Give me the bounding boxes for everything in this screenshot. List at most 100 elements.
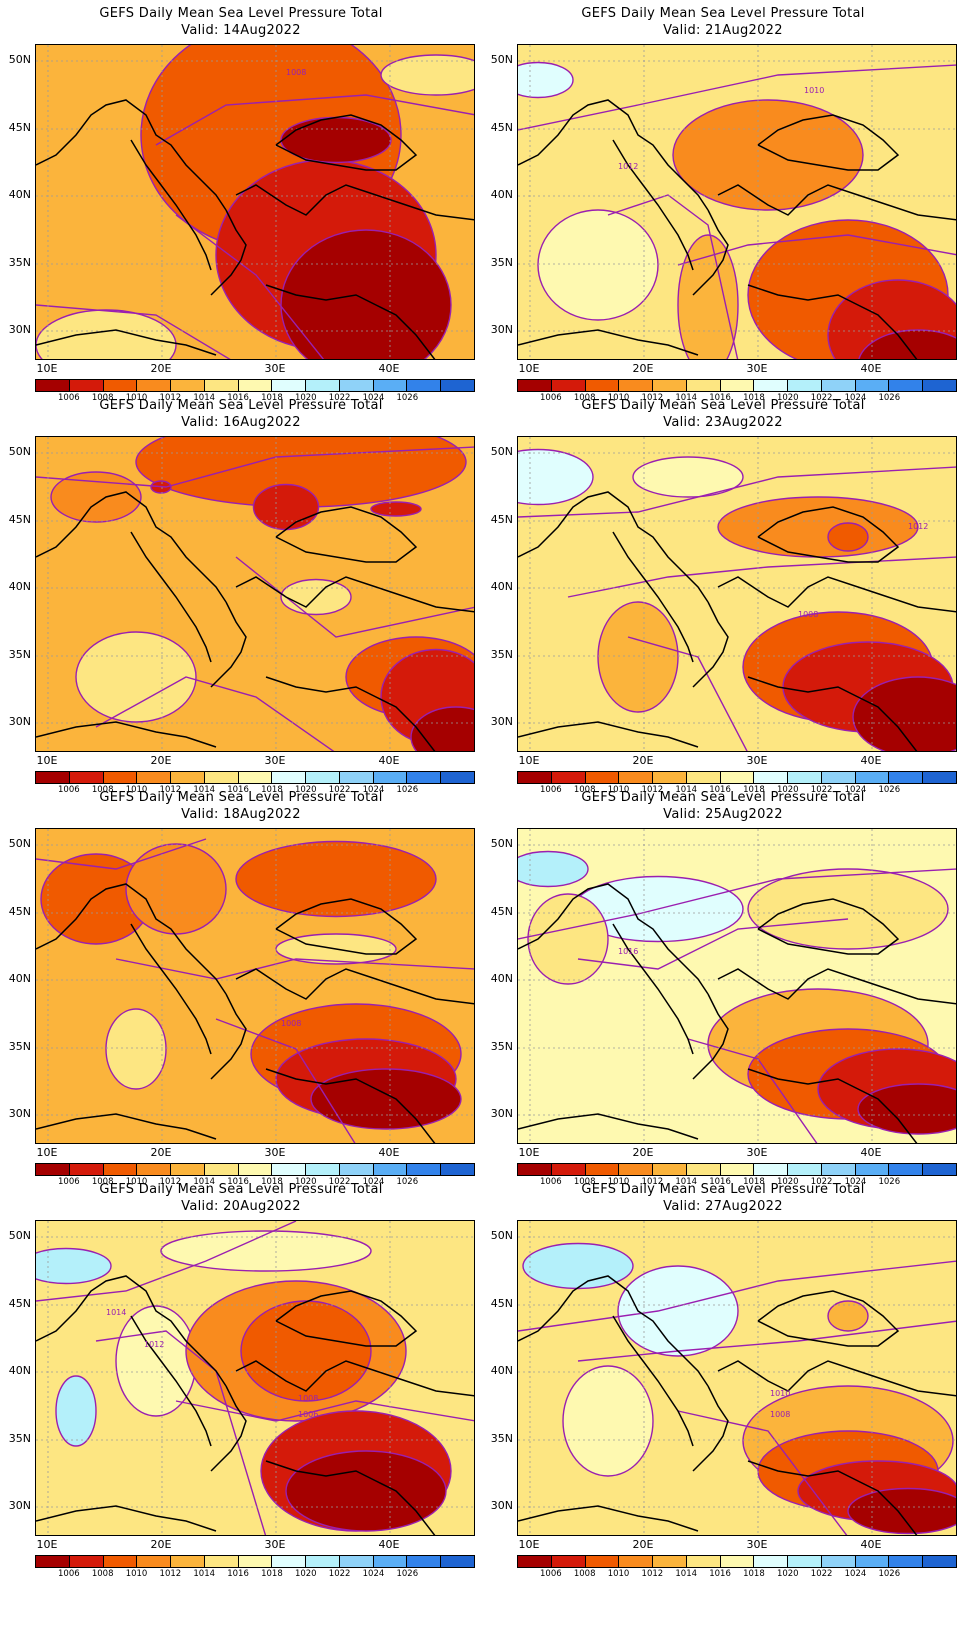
- colorbar-level-label: 1010: [607, 1569, 630, 1579]
- colorbar-level-label: 1012: [159, 1569, 182, 1579]
- lon-tick-label: 30E: [746, 754, 768, 767]
- colorbar-swatch: [923, 772, 956, 783]
- colorbar-level-label: 1024: [362, 393, 385, 403]
- lon-tick-label: 40E: [860, 362, 882, 375]
- coastline: [692, 601, 729, 688]
- lat-tick-label: 50N: [8, 1229, 31, 1242]
- colorbar-swatch: [923, 1164, 956, 1175]
- coastline: [692, 1385, 729, 1472]
- coastline: [235, 1360, 474, 1397]
- lon-tick-label: 20E: [632, 1538, 654, 1551]
- colorbar-level-label: 1008: [91, 393, 114, 403]
- colorbar-swatch: [889, 1164, 924, 1175]
- panel-valid-date: Valid: 14Aug2022: [181, 23, 301, 38]
- isobar-line: [36, 838, 207, 870]
- colorbar-level-label: 1010: [607, 393, 630, 403]
- coastline: [747, 1068, 918, 1143]
- pressure-region: [518, 850, 589, 888]
- map-panel: GEFS Daily Mean Sea Level Pressure Total…: [482, 784, 964, 1194]
- contour-label: 1012: [618, 162, 638, 171]
- coastline: [130, 531, 212, 663]
- colorbar-level-label: 1010: [125, 393, 148, 403]
- colorbar-level-label: 1008: [91, 1177, 114, 1187]
- lon-tick-label: 40E: [860, 754, 882, 767]
- colorbar-level-label: 1026: [878, 393, 901, 403]
- lat-tick-label: 40N: [490, 972, 513, 985]
- colorbar-level-label: 1022: [328, 785, 351, 795]
- colorbar-swatch: [551, 772, 586, 783]
- pressure-region: [677, 234, 739, 359]
- pressure-region: [36, 309, 177, 359]
- colorbar-swatch: [821, 772, 856, 783]
- colorbar-swatch: [36, 1164, 70, 1175]
- colorbar-swatch: [306, 772, 340, 783]
- colorbar-level-label: 1026: [396, 1569, 419, 1579]
- colorbar-level-label: 1020: [294, 393, 317, 403]
- colorbar-swatch: [441, 772, 474, 783]
- colorbar-level-label: 1016: [709, 785, 731, 795]
- colorbar-level-label: 1006: [540, 393, 562, 403]
- colorbar-swatch: [238, 1164, 273, 1175]
- colorbar-level-label: 1008: [573, 1177, 596, 1187]
- colorbar-swatch: [204, 380, 239, 391]
- pressure-region: [827, 1300, 869, 1332]
- colorbar-level-label: 1006: [58, 785, 80, 795]
- coastline: [210, 1385, 247, 1472]
- coastline: [612, 1315, 694, 1447]
- colorbar-swatch: [788, 1164, 822, 1175]
- colorbar-level-label: 1010: [125, 785, 148, 795]
- coastline: [36, 1113, 217, 1140]
- colorbar-level-label: 1024: [362, 1569, 385, 1579]
- isobar-line: [627, 636, 748, 751]
- colorbar-swatch: [518, 380, 552, 391]
- lat-tick-label: 40N: [8, 972, 31, 985]
- contour-label: 1008: [298, 1394, 318, 1403]
- map-panel: GEFS Daily Mean Sea Level Pressure Total…: [0, 392, 482, 802]
- coastline: [757, 506, 900, 563]
- map-panel: GEFS Daily Mean Sea Level Pressure Total…: [0, 784, 482, 1194]
- colorbar-level-label: 1022: [328, 1177, 351, 1187]
- colorbar-swatch: [204, 1556, 239, 1567]
- colorbar-level-label: 1010: [125, 1569, 148, 1579]
- lon-tick-label: 20E: [150, 754, 172, 767]
- colorbar-labels: 1006 1008 1010 1012 1014 1016 1018 1020 1022 1024…: [517, 1177, 957, 1189]
- colorbar-level-label: 1024: [362, 785, 385, 795]
- pressure-map: 1014 1012 1008 1006: [35, 1220, 475, 1536]
- lon-tick-label: 10E: [36, 362, 58, 375]
- pressure-region: [527, 893, 609, 985]
- colorbar-swatch: [720, 772, 755, 783]
- colorbar-swatch: [137, 1164, 172, 1175]
- colorbar-swatch: [551, 1164, 586, 1175]
- coastline: [717, 184, 956, 221]
- lat-tick-label: 40N: [8, 188, 31, 201]
- pressure-region: [36, 1247, 112, 1285]
- colorbar-level-label: 1024: [844, 393, 867, 403]
- panel-valid-date: Valid: 16Aug2022: [181, 415, 301, 430]
- lon-tick-label: 20E: [150, 1538, 172, 1551]
- lat-tick-label: 35N: [490, 1040, 513, 1053]
- colorbar-labels: 1006 1008 1010 1012 1014 1016 1018 1020 1022 1024…: [35, 1177, 475, 1189]
- colorbar-swatch: [518, 772, 552, 783]
- isobar-line: [677, 1410, 848, 1535]
- colorbar-swatch: [137, 1556, 172, 1567]
- colorbar-level-label: 1022: [328, 393, 351, 403]
- colorbar-level-label: 1016: [227, 785, 249, 795]
- colorbar: [35, 1163, 475, 1176]
- colorbar-swatch: [754, 772, 789, 783]
- lat-tick-label: 45N: [490, 513, 513, 526]
- lat-tick-label: 40N: [490, 580, 513, 593]
- lon-tick-label: 30E: [746, 1538, 768, 1551]
- colorbar-level-label: 1008: [573, 1569, 596, 1579]
- coastline: [130, 923, 212, 1055]
- panel-valid-date: Valid: 18Aug2022: [181, 807, 301, 822]
- contour-label: 1006: [298, 1410, 318, 1419]
- colorbar-swatch: [441, 1164, 474, 1175]
- colorbar: [35, 771, 475, 784]
- colorbar-level-label: 1020: [294, 785, 317, 795]
- colorbar-swatch: [137, 772, 172, 783]
- pressure-region: [632, 456, 744, 498]
- lon-tick-label: 30E: [264, 362, 286, 375]
- map-panel: GEFS Daily Mean Sea Level Pressure Total…: [0, 0, 482, 410]
- coastline: [757, 898, 900, 955]
- contour-label: 1012: [908, 522, 928, 531]
